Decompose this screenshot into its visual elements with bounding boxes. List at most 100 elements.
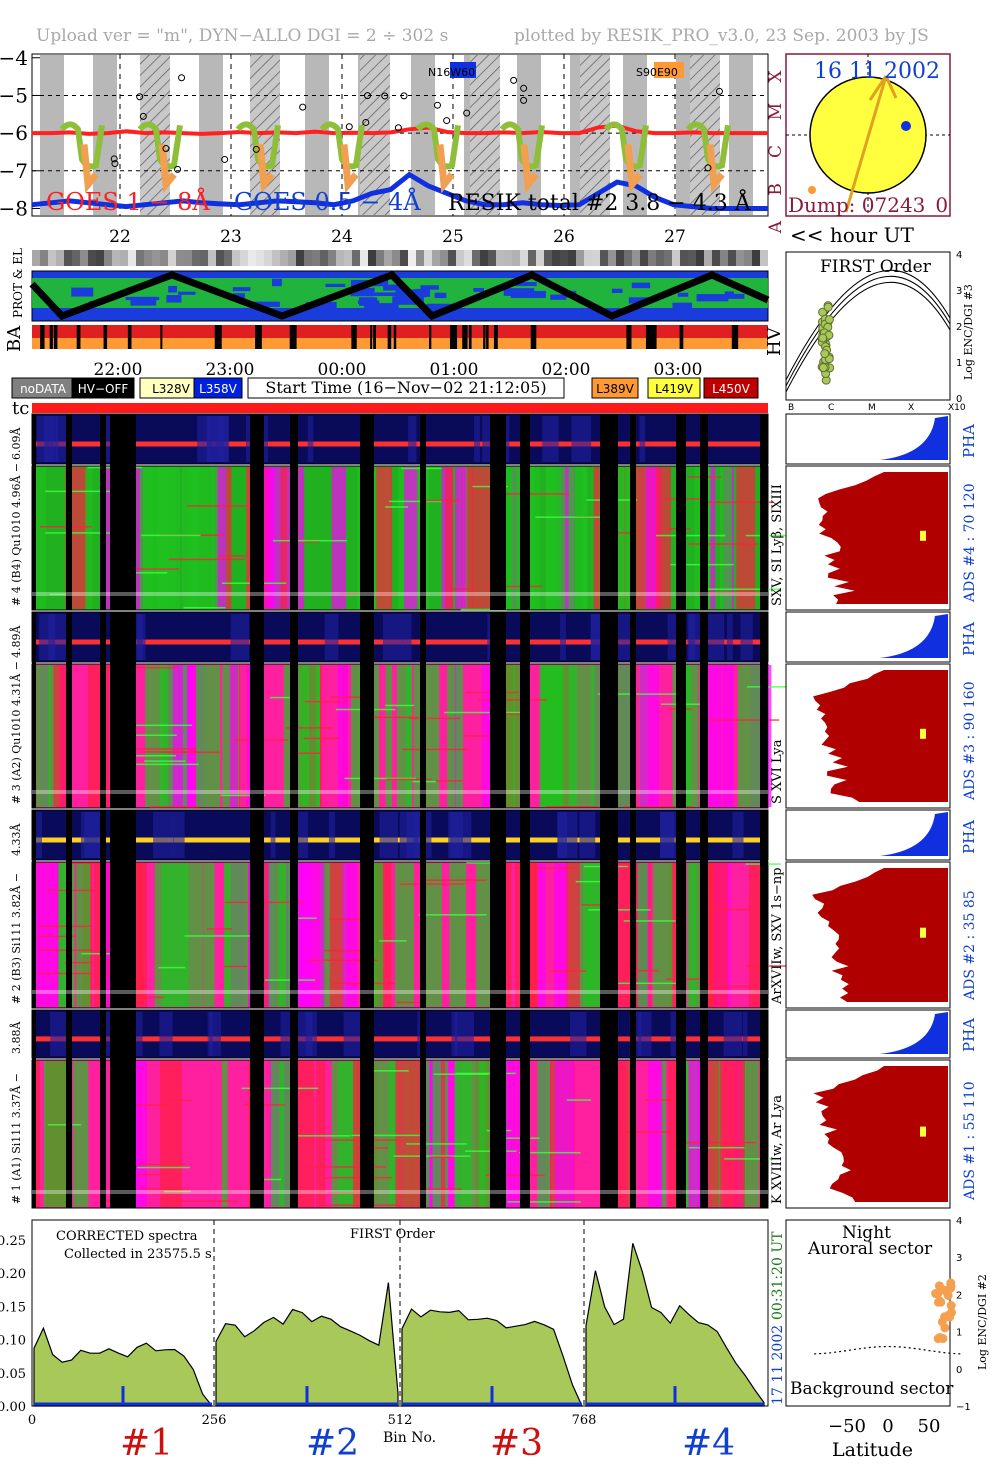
- goes-long-series: [31, 171, 768, 211]
- gray-cell: [376, 250, 384, 266]
- latitude-ytick: 2: [956, 1290, 962, 1301]
- heatmap-white-line: [32, 990, 768, 994]
- hv-label: HV: [764, 326, 785, 356]
- heatmap-streak: [137, 1166, 190, 1169]
- legend-resik-total: RESIK total #2 3.8 − 4.3 Å: [448, 188, 752, 216]
- gray-cell: [344, 250, 352, 266]
- heatmap-streak: [330, 696, 371, 698]
- first-ytick: 3: [956, 286, 962, 297]
- heatmap-streak: [117, 572, 168, 574]
- heatmap-column: [537, 863, 546, 1007]
- data-gap: [520, 1010, 530, 1208]
- data-gap: [360, 612, 374, 808]
- latitude-point: [944, 1310, 954, 1320]
- pha-noise: [48, 614, 68, 660]
- gray-cell: [256, 250, 264, 266]
- ba-gap: [40, 325, 45, 349]
- goes-green-segments: [59, 74, 731, 194]
- spectrum-xlabel: Bin No.: [383, 1430, 436, 1446]
- channel-side-label: ArXVIIw, SXV 1s−np: [770, 867, 785, 1005]
- goes-event-marker: [400, 92, 408, 100]
- goes-xtick-label: 27: [664, 227, 686, 247]
- heatmap-column: [247, 665, 253, 807]
- heatmap-column: [504, 665, 515, 807]
- pha-noise: [307, 416, 314, 462]
- goes-event-marker: [510, 76, 518, 84]
- heatmap-streak: [618, 1131, 670, 1133]
- heatmap-streak: [37, 935, 76, 938]
- ba-gap: [127, 325, 132, 349]
- gray-cell: [400, 250, 408, 266]
- heatmap-column: [53, 665, 69, 807]
- data-gap: [700, 414, 708, 610]
- spectrum-xtick: 768: [572, 1413, 597, 1428]
- goes-event-marker: [221, 155, 229, 163]
- heatmap-column: [737, 665, 761, 807]
- pha-noise: [454, 1012, 474, 1056]
- pha-line: [32, 1036, 768, 1042]
- data-gap: [630, 1010, 636, 1208]
- heatmap-streak: [119, 754, 176, 757]
- heatmap-streak: [707, 588, 781, 590]
- prot-el-label: PROT & EL: [11, 248, 25, 318]
- pha-label: 3.88Å: [9, 1021, 23, 1054]
- orbit-time-ticks: 22:00 23:00 00:00 01:00 02:00 03:00: [94, 360, 703, 380]
- heatmap-streak: [119, 1104, 171, 1106]
- blue-patch: [392, 296, 424, 305]
- annotation-n16w60: N16W60: [428, 66, 475, 79]
- goes-event-marker: [394, 124, 402, 132]
- heatmap-streak: [406, 1143, 467, 1145]
- gray-cell: [72, 250, 80, 266]
- heatmap-column: [294, 665, 320, 807]
- data-gap: [100, 1010, 106, 1208]
- gray-cell: [600, 250, 608, 266]
- heatmap-column: [85, 467, 93, 609]
- gray-cell: [120, 250, 128, 266]
- goes-event-marker: [704, 164, 712, 172]
- gray-cell: [560, 250, 568, 266]
- heatmap-streak: [206, 928, 232, 930]
- heatmap-column: [566, 863, 580, 1007]
- blue-patch: [420, 285, 439, 290]
- heatmap-streak: [264, 979, 315, 981]
- gray-cell: [168, 250, 176, 266]
- heatmap-streak: [139, 1187, 190, 1190]
- ba-gap: [103, 325, 108, 349]
- pha-noise: [153, 812, 174, 858]
- heatmap-column: [385, 665, 392, 807]
- data-gap: [66, 1010, 72, 1208]
- spectrum-segment-fill: [401, 1308, 583, 1407]
- legend-label: Start Time (16−Nov−02 21:12:05): [265, 378, 546, 397]
- gray-cell: [648, 250, 656, 266]
- legend-label: L358V: [199, 382, 238, 396]
- goes-event-marker: [364, 92, 372, 100]
- goes-orange-segment: [340, 144, 359, 194]
- heatmap-streak: [184, 935, 262, 937]
- gray-cell: [632, 250, 640, 266]
- gray-cell: [104, 250, 112, 266]
- first-ytick: 2: [956, 322, 962, 333]
- data-gap: [66, 612, 72, 808]
- goes-orange-segment: [520, 144, 539, 194]
- first-order-curve: [785, 281, 951, 393]
- heatmap-streak: [399, 883, 465, 885]
- side-ads-fill: [813, 670, 948, 802]
- heatmap-column: [568, 665, 595, 807]
- heatmap-streak: [118, 748, 197, 750]
- heatmap-streak: [408, 717, 461, 720]
- pha-noise: [209, 1012, 221, 1056]
- blue-patch: [550, 294, 567, 300]
- gray-cell: [304, 250, 312, 266]
- spectrum-side-time: 00:31:20 UT: [770, 1231, 786, 1320]
- data-gap: [600, 1010, 618, 1208]
- ba-gap: [393, 325, 397, 349]
- goes-ytick-label: −8: [0, 196, 28, 220]
- heatmap-streak: [466, 862, 498, 864]
- pha-noise: [280, 1012, 291, 1056]
- spectrum-xtick: 0: [28, 1413, 36, 1428]
- night-band: [305, 55, 329, 215]
- gray-cell: [424, 250, 432, 266]
- ba-gap: [214, 325, 220, 349]
- pha-noise: [101, 1012, 113, 1056]
- ba-gap: [370, 325, 373, 349]
